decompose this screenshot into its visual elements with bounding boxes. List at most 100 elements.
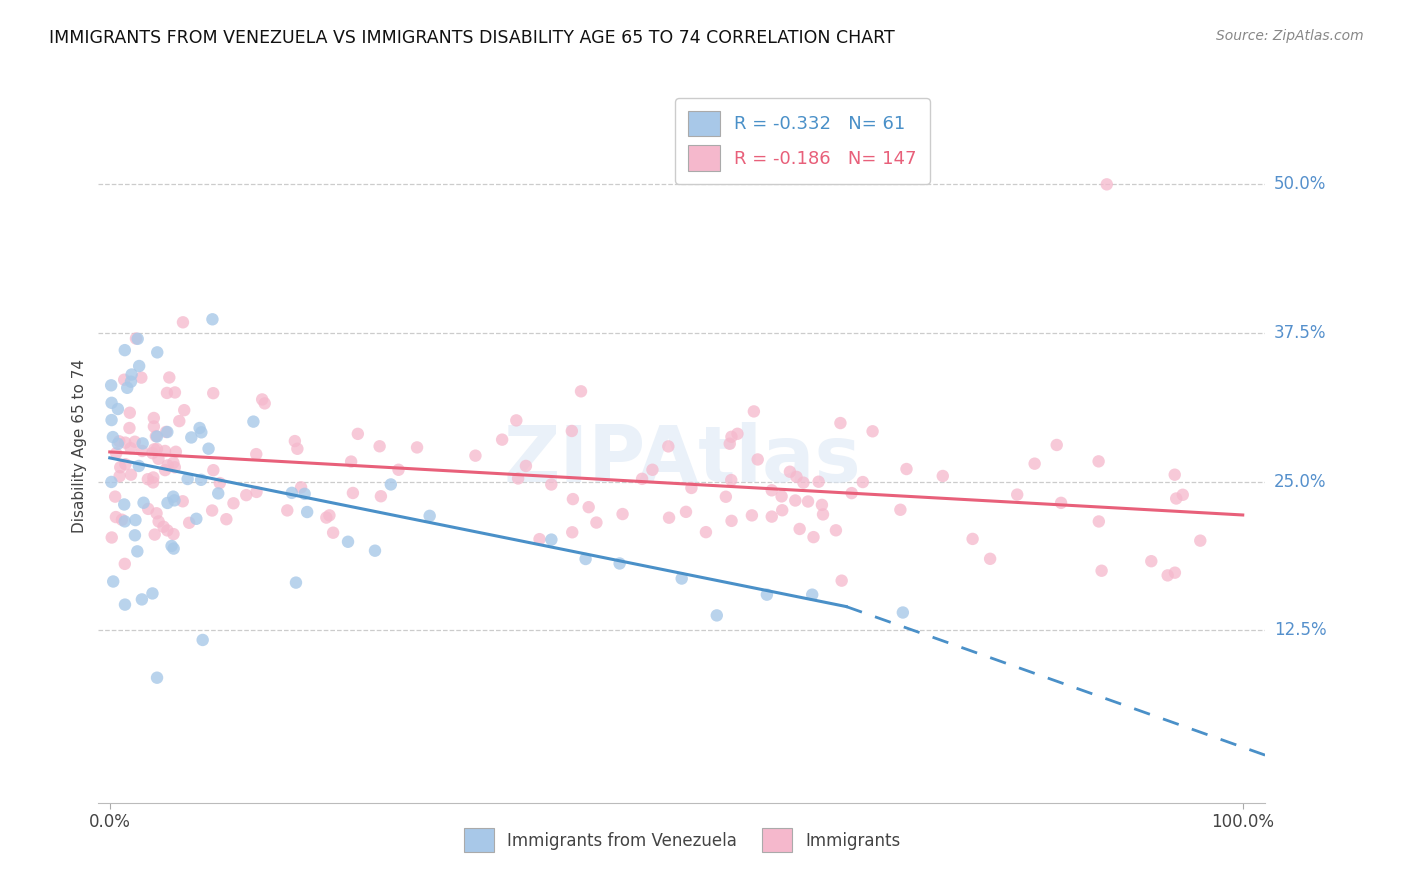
Point	[110, 460, 132, 475]
Point	[841, 486, 863, 500]
Point	[136, 501, 159, 516]
Point	[803, 530, 825, 544]
Point	[578, 500, 600, 515]
Point	[142, 475, 165, 490]
Point	[165, 444, 187, 458]
Point	[100, 413, 122, 427]
Point	[172, 315, 194, 329]
Point	[337, 534, 360, 549]
Point	[160, 539, 183, 553]
Point	[114, 514, 136, 528]
Point	[155, 425, 177, 439]
Point	[761, 509, 783, 524]
Point	[188, 421, 211, 435]
Point	[801, 588, 824, 602]
Point	[641, 463, 664, 477]
Point	[141, 446, 163, 460]
Point	[1088, 515, 1111, 529]
Point	[825, 524, 848, 538]
Point	[807, 475, 830, 489]
Point	[364, 543, 387, 558]
Point	[896, 462, 918, 476]
Point	[695, 525, 717, 540]
Point	[100, 531, 122, 545]
Point	[242, 415, 264, 429]
Point	[290, 480, 312, 494]
Point	[124, 513, 146, 527]
Point	[671, 572, 693, 586]
Point	[201, 503, 224, 517]
Point	[561, 525, 583, 540]
Point	[156, 386, 179, 401]
Point	[157, 370, 180, 384]
Point	[761, 483, 783, 498]
Point	[714, 490, 737, 504]
Point	[104, 510, 127, 524]
Point	[245, 447, 267, 461]
Point	[156, 496, 179, 510]
Point	[515, 458, 537, 473]
Point	[114, 557, 136, 571]
Point	[131, 592, 153, 607]
Point	[830, 416, 852, 430]
Point	[103, 574, 125, 589]
Point	[1189, 533, 1212, 548]
Point	[658, 510, 681, 524]
Point	[105, 446, 128, 460]
Point	[125, 332, 148, 346]
Point	[811, 508, 834, 522]
Point	[128, 359, 150, 373]
Point	[284, 434, 307, 449]
Text: 12.5%: 12.5%	[1274, 622, 1326, 640]
Point	[111, 513, 134, 527]
Legend: Immigrants from Venezuela, Immigrants: Immigrants from Venezuela, Immigrants	[457, 822, 907, 859]
Point	[1046, 438, 1069, 452]
Point	[1050, 496, 1073, 510]
Point	[725, 426, 748, 441]
Point	[347, 426, 370, 441]
Point	[190, 425, 212, 440]
Point	[852, 475, 875, 489]
Point	[1140, 554, 1163, 568]
Point	[235, 488, 257, 502]
Point	[156, 425, 179, 439]
Point	[612, 507, 634, 521]
Point	[120, 441, 142, 455]
Point	[124, 434, 146, 449]
Point	[107, 437, 129, 451]
Point	[120, 467, 142, 482]
Point	[201, 312, 224, 326]
Point	[1164, 566, 1187, 580]
Point	[186, 512, 208, 526]
Point	[529, 532, 551, 546]
Text: 25.0%: 25.0%	[1274, 473, 1326, 491]
Point	[114, 435, 136, 450]
Point	[505, 413, 527, 427]
Point	[657, 439, 679, 453]
Point	[163, 460, 186, 475]
Point	[406, 441, 429, 455]
Point	[143, 527, 166, 541]
Point	[370, 489, 392, 503]
Point	[162, 490, 184, 504]
Point	[143, 442, 166, 457]
Point	[253, 396, 276, 410]
Point	[675, 505, 697, 519]
Point	[294, 487, 316, 501]
Point	[121, 368, 143, 382]
Point	[114, 457, 136, 471]
Point	[222, 496, 245, 510]
Point	[322, 525, 344, 540]
Point	[1095, 178, 1118, 192]
Point	[491, 433, 513, 447]
Point	[141, 586, 163, 600]
Point	[681, 481, 703, 495]
Text: Source: ZipAtlas.com: Source: ZipAtlas.com	[1216, 29, 1364, 43]
Point	[720, 514, 742, 528]
Point	[631, 472, 654, 486]
Point	[104, 490, 127, 504]
Point	[342, 486, 364, 500]
Point	[146, 442, 169, 456]
Point	[190, 473, 212, 487]
Point	[146, 429, 169, 443]
